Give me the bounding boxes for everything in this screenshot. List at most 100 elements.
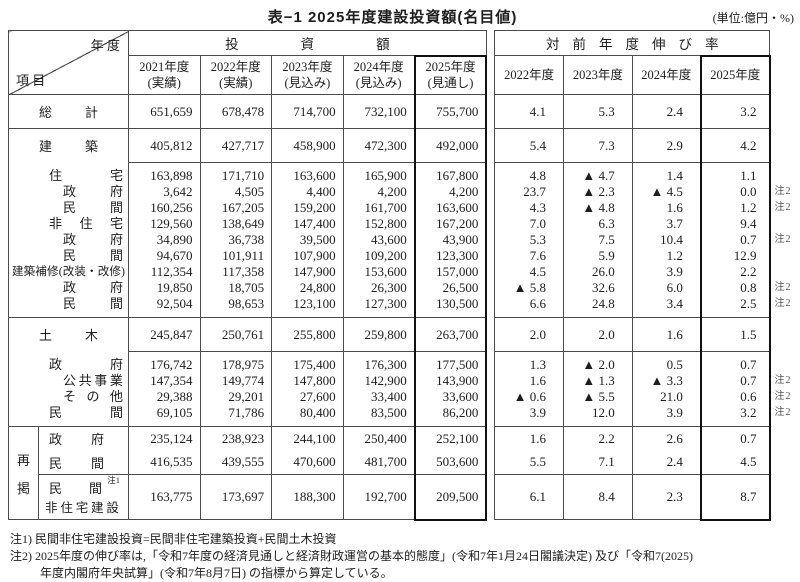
footnote-line: 注1) 民間非住宅建設投資=民間非住宅建築投資+民間土木投資 — [10, 531, 337, 546]
amount-cell: 755,700 — [413, 94, 488, 129]
amount-cell: 43,600 — [342, 232, 415, 248]
amount-cell: 27,600 — [271, 389, 344, 405]
amount-cell: 405,812 — [127, 128, 201, 163]
rate-cell: 12.0 — [563, 405, 633, 427]
amount-cell: 34,890 — [127, 232, 201, 248]
amount-cell: 19,850 — [127, 280, 201, 296]
amount-cell: 112,354 — [127, 264, 201, 280]
table-row: 総計 651,659 678,478 714,700 732,100 755,700 — [8, 94, 488, 129]
amount-cell: 167,205 — [199, 200, 272, 216]
amount-cell: 244,100 — [271, 426, 344, 451]
rate-cell: 23.7 — [494, 184, 564, 200]
amount-cell: 36,738 — [199, 232, 272, 248]
rate-cell: 4.5 — [494, 264, 564, 280]
note-ref — [770, 451, 800, 475]
rate-cell: 0.5 — [631, 351, 701, 373]
rate-cell: 0.7 — [699, 426, 771, 451]
amount-cell: 94,670 — [127, 248, 201, 264]
rate-cell: 2.6 — [631, 426, 701, 451]
rate-cell: 1.5 — [699, 317, 771, 352]
amount-cell: 3,642 — [127, 184, 201, 200]
rate-cell: 1.1 — [699, 162, 771, 184]
amount-cell: 481,700 — [342, 450, 415, 475]
rate-cell: ▲ 4.5 — [631, 184, 701, 200]
subheader-row: 2022年度 2023年度 2024年度 2025年度 — [494, 54, 800, 95]
amount-cell: 147,800 — [271, 373, 344, 389]
note-ref — [770, 427, 800, 451]
table-row: 6.6 24.8 3.4 2.5 注2 — [494, 296, 800, 318]
rate-cell: 10.4 — [631, 232, 701, 248]
growth-group-header: 対前年度伸び率 — [494, 30, 771, 56]
rate-cell: 1.4 — [631, 162, 701, 184]
amount-cell: 159,200 — [271, 200, 344, 216]
note-ref — [770, 129, 800, 163]
rate-cell: 5.3 — [563, 94, 633, 129]
rate-cell: 4.5 — [699, 450, 771, 475]
rate-cell: 4.2 — [699, 128, 771, 163]
rate-cell: ▲ 1.3 — [563, 373, 633, 389]
rate-cell: 2.2 — [563, 426, 633, 451]
corner-cell: 年 度項 目 — [8, 30, 129, 95]
amount-cell: 26,500 — [413, 280, 488, 296]
amount-cell: 33,400 — [342, 389, 415, 405]
rate-cell: 3.9 — [494, 405, 564, 427]
table-row: 民間 416,535 439,555 470,600 481,700 503,600 — [9, 450, 488, 475]
amount-cell: 416,535 — [127, 450, 201, 475]
amount-cell: 161,700 — [342, 200, 415, 216]
footnote-marker: 注1 — [107, 475, 120, 486]
note-ref — [770, 264, 800, 280]
amount-cell: 472,300 — [342, 128, 415, 163]
amount-cell: 177,500 — [413, 351, 488, 373]
table-row: 5.5 7.1 2.4 4.5 — [494, 450, 800, 475]
row-label: 建築補修(改装・改修) — [8, 264, 129, 280]
rate-cell: 5.5 — [494, 450, 564, 475]
note-ref: 注2 — [774, 375, 792, 386]
row-label: 政府 — [8, 280, 129, 296]
row-label: 総計 — [8, 94, 129, 129]
rate-cell: 3.4 — [631, 296, 701, 318]
amount-cell: 69,105 — [127, 405, 201, 427]
rate-cell: 0.0 — [699, 184, 771, 200]
amount-cell: 188,300 — [271, 474, 344, 520]
row-label: 民間 — [8, 296, 129, 318]
table-row: ▲ 5.8 32.6 6.0 0.8 注2 — [494, 280, 800, 296]
col-header: 2021年度 (実績) — [127, 55, 201, 95]
amount-cell: 252,100 — [413, 426, 488, 451]
table-row: 民間 94,670 101,911 107,900 109,200 123,300 — [8, 248, 488, 264]
rate-cell: 21.0 — [631, 389, 701, 405]
row-label: 民間 — [8, 248, 129, 264]
amount-cell: 147,400 — [271, 216, 344, 232]
amount-cell: 107,900 — [271, 248, 344, 264]
table-row: 4.3 ▲ 4.8 1.6 1.2 注2 — [494, 200, 800, 216]
rate-cell: 5.3 — [494, 232, 564, 248]
rate-cell: 0.8 — [699, 280, 771, 296]
table-row: 4.5 26.0 3.9 2.2 — [494, 264, 800, 280]
table-row: 23.7 ▲ 2.3 ▲ 4.5 0.0 注2 — [494, 184, 800, 200]
table-row: 3.9 12.0 3.9 3.2 注2 — [494, 405, 800, 427]
item-axis-label: 項 目 — [16, 73, 46, 88]
footnote-line: 年度内閣府年央試算」(令和7年8月7日) の指標から算定している。 — [40, 565, 393, 580]
amount-cell: 250,761 — [199, 317, 272, 352]
table-row: 1.3 ▲ 2.0 0.5 0.7 — [494, 351, 800, 373]
table-row: 政府 176,742 178,975 175,400 176,300 177,500 — [8, 351, 488, 373]
amount-cell: 651,659 — [127, 94, 201, 129]
note-ref — [770, 318, 800, 352]
table-row: 1.6 2.2 2.6 0.7 — [494, 426, 800, 451]
table-row: 2.0 2.0 1.6 1.5 — [494, 317, 800, 352]
amount-cell: 192,700 — [342, 474, 415, 520]
amount-cell: 4,200 — [413, 184, 488, 200]
table-row: ▲ 0.6 ▲ 5.5 21.0 0.6 注2 — [494, 389, 800, 405]
amount-cell: 163,600 — [413, 200, 488, 216]
amount-cell: 129,560 — [127, 216, 201, 232]
note-ref: 注2 — [774, 202, 792, 213]
header-row: 年 度項 目投資額 — [8, 30, 487, 95]
col-header: 2024年度 — [631, 55, 701, 95]
table-row: 4.1 5.3 2.4 3.2 — [494, 94, 800, 129]
amount-cell: 147,900 — [271, 264, 344, 280]
amount-cell: 176,300 — [342, 351, 415, 373]
table-row: 住宅 163,898 171,710 163,600 165,900 167,800 — [8, 162, 488, 184]
table-row: 土木 245,847 250,761 255,800 259,800 263,700 — [8, 317, 488, 352]
rate-cell: 5.4 — [494, 128, 564, 163]
rate-cell: 3.7 — [631, 216, 701, 232]
